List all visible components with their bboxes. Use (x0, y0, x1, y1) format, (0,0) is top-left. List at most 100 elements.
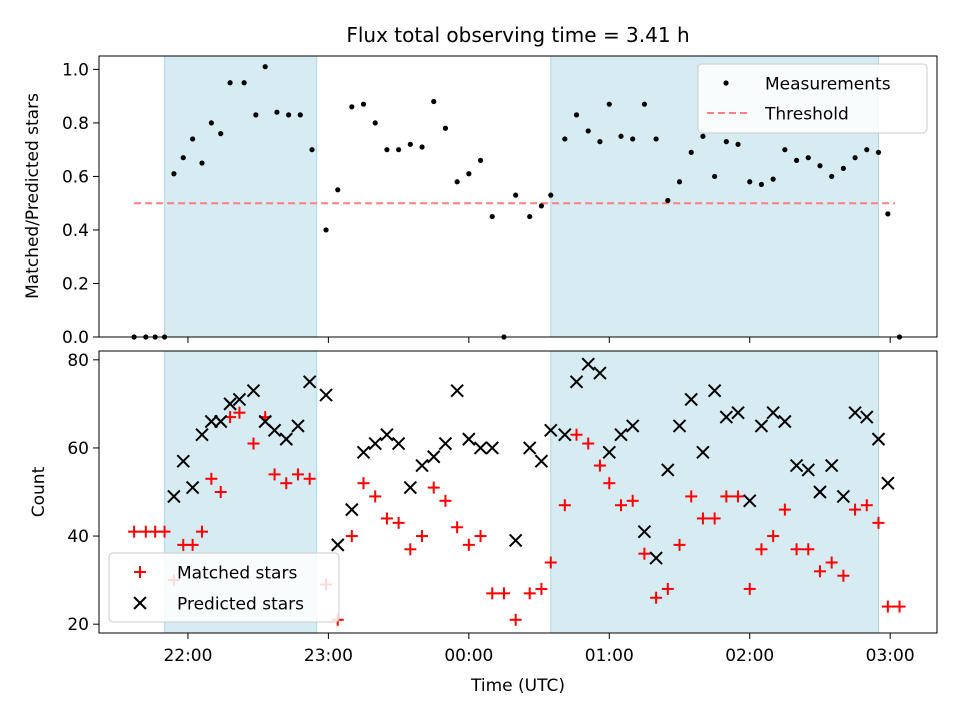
matched-point (802, 543, 815, 556)
measurement-point (262, 64, 268, 70)
measurement-point (864, 147, 870, 153)
measurement-point (793, 157, 800, 163)
predicted-point (637, 524, 652, 539)
measurement-point (442, 125, 449, 131)
measurement-point (735, 141, 741, 147)
y-tick-label: 0.4 (62, 221, 89, 241)
measurement-point (466, 171, 472, 177)
predicted-stars-series (167, 357, 895, 565)
matched-point (743, 582, 756, 595)
measurement-point (199, 160, 205, 166)
predicted-point (331, 538, 345, 552)
predicted-point (719, 410, 734, 424)
predicted-point (871, 432, 886, 446)
top-y-axis-label: Matched/Predicted stars (23, 93, 43, 299)
matched-point (603, 477, 616, 490)
x-tick-label: 02:00 (725, 646, 774, 666)
predicted-point (368, 436, 382, 451)
predicted-point (813, 485, 827, 499)
matched-point (404, 543, 417, 556)
matched-point (872, 516, 885, 529)
measurement-point (227, 80, 233, 86)
measurement-point (208, 120, 214, 126)
matched-point (128, 525, 141, 538)
measurement-point (407, 141, 413, 147)
bottom-y-axis-label: Count (29, 466, 49, 517)
measurement-point (241, 80, 247, 86)
measurement-point (477, 157, 484, 163)
measurement-point (688, 149, 694, 155)
predicted-point (345, 502, 359, 517)
predicted-point (625, 419, 640, 433)
measurement-point (700, 133, 706, 139)
top-x-ticks (187, 337, 891, 343)
measurement-point (171, 171, 177, 177)
predicted-point (185, 480, 200, 495)
predicted-point (485, 441, 499, 455)
predicted-point (302, 375, 317, 389)
measurement-point (454, 179, 460, 185)
legend-label-matched: Matched stars (177, 564, 297, 584)
matched-point (673, 538, 686, 551)
matched-point (427, 481, 440, 494)
measurement-point (286, 112, 292, 118)
matched-point (650, 591, 663, 604)
measurement-point (297, 112, 303, 118)
y-tick-label: 80 (67, 351, 89, 371)
predicted-point (789, 458, 804, 473)
predicted-point (415, 458, 429, 473)
measurement-point (360, 101, 367, 107)
matched-point (570, 428, 583, 441)
matched-point (790, 543, 803, 556)
predicted-point (581, 357, 595, 371)
measurement-point (180, 155, 186, 161)
legend-label-threshold: Threshold (764, 105, 849, 125)
matched-point (696, 512, 709, 525)
bottom-legend-box (108, 552, 340, 623)
measurement-point (527, 213, 533, 220)
predicted-point (731, 405, 745, 420)
x-tick-label: 03:00 (866, 646, 915, 666)
measurement-point (805, 155, 811, 161)
matched-point (392, 516, 405, 529)
top-y-ticks: 0.0 0.2 0.4 0.6 0.8 1.0 (62, 60, 99, 348)
matched-point (291, 468, 304, 481)
measurement-point (396, 147, 402, 153)
predicted-point (860, 410, 874, 424)
matched-point (486, 587, 499, 600)
matched-point (523, 587, 536, 600)
measurement-point (840, 165, 846, 171)
matched-point (357, 477, 370, 490)
matched-point (451, 521, 464, 534)
matched-point (205, 472, 218, 485)
y-tick-label: 20 (67, 615, 89, 635)
predicted-point (473, 441, 488, 455)
measurement-point (712, 173, 718, 180)
matched-point (462, 538, 475, 551)
shaded-band-1 (164, 55, 318, 338)
x-tick-label: 23:00 (304, 646, 353, 666)
predicted-point (246, 383, 261, 398)
predicted-point (593, 366, 607, 380)
matched-point (369, 490, 382, 503)
measurement-point (782, 147, 788, 153)
matched-point (280, 477, 293, 490)
legend-label-measurements: Measurements (765, 75, 891, 95)
matched-point (720, 490, 733, 503)
predicted-point (558, 428, 572, 442)
predicted-point (696, 445, 710, 460)
matched-point (582, 437, 595, 450)
predicted-point (661, 463, 675, 477)
matched-point (186, 538, 199, 551)
bottom-y-ticks: 20 40 60 80 (67, 351, 99, 635)
predicted-point (766, 405, 780, 420)
measurement-point (349, 104, 355, 110)
matched-point (860, 499, 873, 512)
measurement-point (218, 131, 224, 137)
figure-title: Flux total observing time = 3.41 h (346, 23, 689, 47)
matched-point (233, 406, 246, 419)
predicted-point (195, 428, 209, 442)
matched-legend-marker (134, 566, 146, 578)
predicted-point (232, 392, 247, 407)
